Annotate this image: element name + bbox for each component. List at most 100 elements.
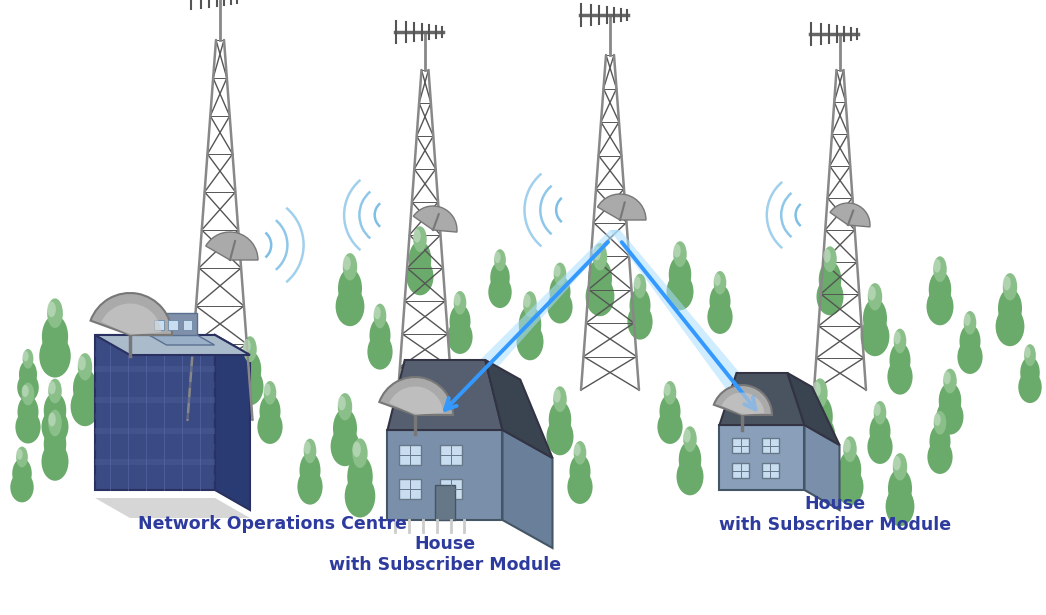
Ellipse shape [713,271,726,295]
Ellipse shape [23,351,28,362]
Ellipse shape [867,430,892,464]
Ellipse shape [549,276,570,309]
Bar [719,319,722,330]
Bar [26,429,29,440]
Ellipse shape [889,343,910,378]
Ellipse shape [930,424,951,458]
Ellipse shape [409,241,431,279]
Ellipse shape [73,368,97,408]
Ellipse shape [1003,276,1010,290]
Wedge shape [713,385,772,415]
Ellipse shape [343,253,357,280]
Ellipse shape [333,408,357,448]
Ellipse shape [10,472,33,502]
Wedge shape [389,386,444,415]
Bar [598,299,601,312]
Ellipse shape [1003,273,1017,301]
Ellipse shape [523,292,537,317]
Ellipse shape [70,387,99,426]
Bar [168,320,178,330]
Bar [53,429,56,440]
Ellipse shape [657,410,683,444]
Ellipse shape [659,394,681,429]
Bar [95,475,215,481]
Ellipse shape [938,383,961,418]
Bar [732,438,749,453]
Bar [818,438,822,453]
Ellipse shape [369,317,390,354]
Bar [95,351,215,357]
Ellipse shape [48,381,55,394]
Ellipse shape [586,277,614,316]
Bar [578,489,582,500]
Bar [348,309,351,322]
Bar [53,464,56,477]
Ellipse shape [373,304,386,328]
Ellipse shape [674,241,687,267]
Ellipse shape [353,442,361,457]
Bar [938,309,941,321]
Bar [21,489,24,499]
Ellipse shape [709,284,730,319]
Ellipse shape [813,381,821,397]
Ellipse shape [573,443,581,456]
Ellipse shape [488,276,511,308]
Ellipse shape [886,486,914,526]
Ellipse shape [843,439,850,453]
Ellipse shape [664,384,670,396]
Bar [949,419,952,430]
Ellipse shape [23,349,33,368]
Ellipse shape [546,418,573,455]
Text: Network Operations Centre: Network Operations Centre [138,515,407,533]
Polygon shape [425,230,620,415]
Ellipse shape [336,287,364,326]
Ellipse shape [448,320,473,354]
Polygon shape [387,430,502,520]
Ellipse shape [943,368,957,394]
Bar [938,459,941,470]
Bar [559,438,562,451]
Bar [873,339,877,352]
Bar [899,379,902,391]
Ellipse shape [628,304,653,339]
Ellipse shape [373,306,381,319]
Bar [400,478,422,499]
Ellipse shape [549,401,571,438]
Ellipse shape [47,298,63,328]
Ellipse shape [963,311,976,335]
Bar [899,509,902,522]
Ellipse shape [303,438,316,463]
Polygon shape [502,430,552,548]
Bar [248,389,252,401]
Bar [83,409,87,422]
Ellipse shape [347,455,372,498]
Ellipse shape [893,453,907,480]
Ellipse shape [299,453,320,488]
Polygon shape [485,360,552,458]
Bar [668,429,672,440]
Ellipse shape [22,383,35,405]
Bar [559,309,562,320]
Bar [309,489,312,501]
Ellipse shape [42,409,68,445]
Wedge shape [413,206,457,232]
Ellipse shape [957,340,982,374]
Ellipse shape [998,288,1022,328]
Ellipse shape [16,446,28,467]
Bar [848,489,851,501]
Ellipse shape [42,442,68,481]
Ellipse shape [259,394,280,429]
Polygon shape [720,425,804,490]
Bar [761,438,779,453]
Bar [183,320,192,330]
Bar [969,359,972,370]
Ellipse shape [634,274,646,298]
Ellipse shape [22,385,28,397]
Bar [379,354,382,365]
Bar [1008,328,1011,342]
Ellipse shape [367,334,392,370]
Ellipse shape [553,386,567,412]
Wedge shape [91,293,172,335]
Polygon shape [720,373,804,425]
Ellipse shape [674,244,681,258]
